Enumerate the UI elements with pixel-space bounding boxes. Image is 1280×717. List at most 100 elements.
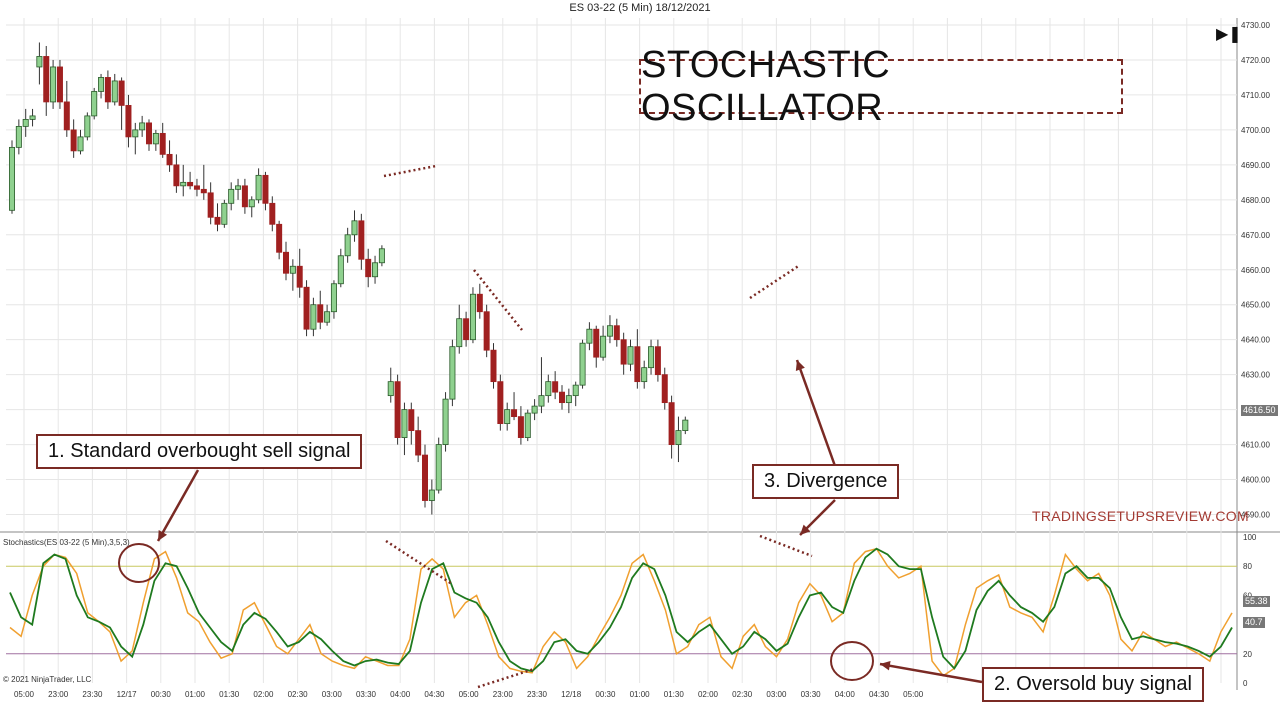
price-tick-label: 4670.00 — [1241, 231, 1270, 240]
candle-body — [586, 328, 593, 344]
candle-body — [104, 77, 111, 103]
candle-body — [648, 346, 655, 369]
candle-body — [262, 174, 269, 204]
divergence-dotted-line — [759, 534, 813, 558]
candle-body — [378, 248, 385, 264]
overlay-title: STOCHASTIC OSCILLATOR — [641, 43, 891, 129]
x-tick-label: 02:00 — [698, 690, 719, 699]
candle-body — [408, 409, 415, 431]
x-tick-label: 00:30 — [595, 690, 616, 699]
candle-body — [442, 398, 449, 445]
x-tick-label: 03:00 — [766, 690, 787, 699]
overlay-title-box: STOCHASTIC OSCILLATOR — [639, 44, 1123, 129]
candle-body — [36, 56, 43, 68]
candle-body — [552, 381, 559, 393]
candle-body — [8, 146, 15, 211]
price-tick-label: 4690.00 — [1241, 161, 1270, 170]
divergence-dotted-line — [383, 164, 437, 178]
x-tick-label: 05:00 — [903, 690, 924, 699]
candle-body — [641, 367, 648, 383]
candle-body — [600, 335, 607, 358]
x-tick-label: 02:00 — [253, 690, 274, 699]
candle-body — [200, 188, 207, 194]
candle-body — [401, 409, 408, 438]
candle-body — [415, 430, 422, 456]
oversold-circle — [830, 641, 874, 681]
candle-body — [511, 409, 518, 418]
price-tick-label: 4680.00 — [1241, 196, 1270, 205]
stoch-tick-label: 60 — [1243, 591, 1252, 600]
candle-body — [497, 381, 504, 425]
x-tick-label: 01:30 — [219, 690, 240, 699]
candle-body — [517, 416, 524, 438]
candle-body — [317, 304, 324, 323]
candle-body — [463, 318, 470, 341]
candle-body — [166, 153, 173, 166]
callout-divergence: 3. Divergence — [752, 464, 900, 499]
candle-body — [365, 258, 372, 278]
divergence-dotted-line — [385, 539, 453, 586]
candle-body — [606, 325, 613, 337]
candle-body — [132, 129, 139, 138]
x-tick-label: 04:00 — [835, 690, 856, 699]
stoch-tick-label: 100 — [1243, 533, 1257, 542]
x-tick-label: 00:30 — [151, 690, 172, 699]
divergence-arrow-up — [795, 359, 837, 467]
x-tick-label: 23:30 — [82, 690, 103, 699]
candle-body — [70, 129, 77, 152]
candle-body — [282, 251, 289, 274]
candle-body — [593, 328, 600, 358]
candle-body — [56, 66, 63, 103]
candle-body — [654, 346, 661, 376]
candle-body — [139, 122, 146, 131]
candle-body — [173, 164, 180, 187]
candle-body — [207, 192, 214, 218]
candle-body — [118, 80, 125, 106]
candle-body — [255, 174, 262, 201]
go-to-end-icon[interactable]: ▶❚ — [1216, 24, 1242, 43]
x-tick-label: 05:00 — [459, 690, 480, 699]
candle-body — [490, 349, 497, 383]
overbought-arrow — [156, 469, 200, 542]
overbought-arrow-head — [158, 530, 168, 541]
stoch-k-value-tag: 55.38 — [1243, 596, 1270, 607]
candle-body — [159, 132, 166, 155]
watermark: TRADINGSETUPSREVIEW.COM — [1032, 508, 1249, 524]
price-tick-label: 4730.00 — [1241, 21, 1270, 30]
candle-body — [125, 105, 132, 138]
candle-body — [559, 391, 566, 404]
oversold-arrow — [879, 662, 983, 684]
price-tick-label: 4710.00 — [1241, 91, 1270, 100]
oversold-arrow-head — [880, 661, 891, 671]
price-tick-label: 4630.00 — [1241, 371, 1270, 380]
x-tick-label: 03:00 — [322, 690, 343, 699]
candle-body — [248, 199, 255, 208]
x-tick-label: 04:30 — [869, 690, 890, 699]
price-tick-label: 4660.00 — [1241, 266, 1270, 275]
stoch-d-value-tag: 40.7 — [1243, 617, 1265, 628]
candle-body — [469, 293, 476, 341]
candle-body — [324, 311, 331, 323]
indicator-label: Stochastics(ES 03-22 (5 Min),3,5,3) — [3, 538, 130, 547]
candle-body — [372, 262, 379, 278]
candle-body — [303, 286, 310, 330]
candle-body — [310, 304, 317, 330]
price-tick-label: 4590.00 — [1241, 511, 1270, 520]
divergence-arrow-up-head — [795, 360, 805, 371]
stoch-series-line — [9, 547, 1233, 673]
candle-body — [351, 220, 358, 236]
x-tick-label: 03:30 — [801, 690, 822, 699]
candle-body — [15, 125, 22, 148]
candle-body — [276, 223, 283, 253]
candle-body — [565, 395, 572, 404]
price-tick-label: 4610.00 — [1241, 441, 1270, 450]
callout-overbought: 1. Standard overbought sell signal — [36, 434, 363, 469]
candle-body — [77, 136, 84, 152]
price-tick-label: 4650.00 — [1241, 301, 1270, 310]
candle-body — [221, 202, 228, 225]
candle-body — [435, 444, 442, 491]
candle-body — [344, 234, 351, 257]
candle-body — [296, 265, 303, 288]
